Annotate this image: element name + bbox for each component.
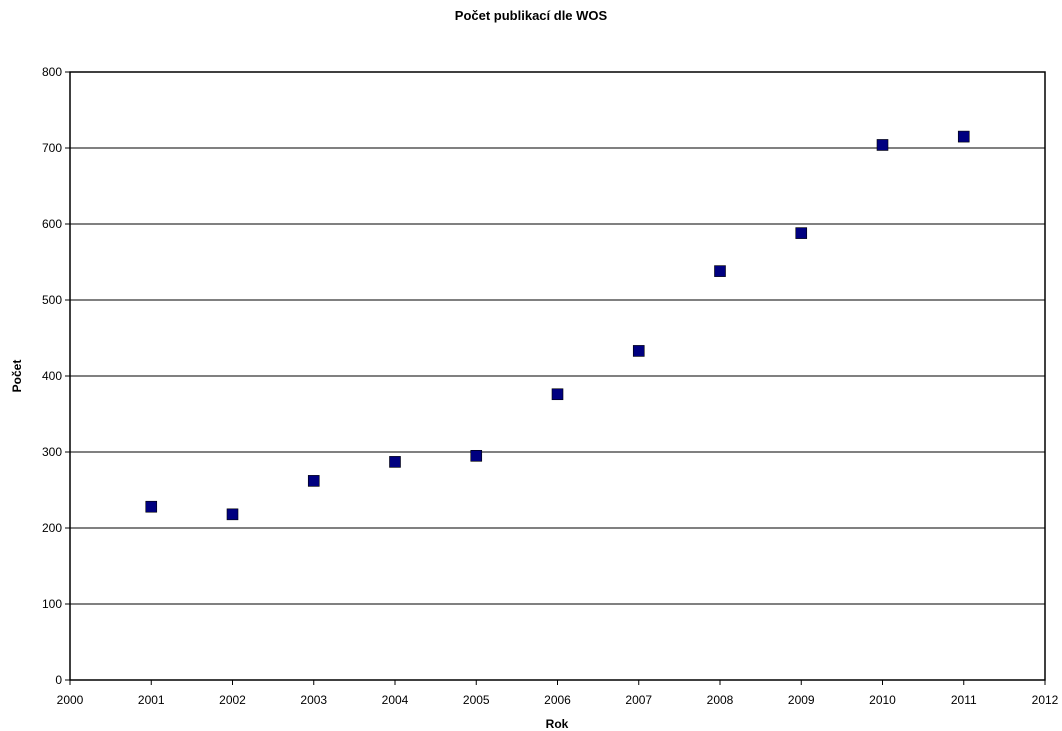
data-point-square [146, 501, 157, 512]
x-tick-label: 2000 [57, 693, 84, 707]
data-point-square [877, 139, 888, 150]
x-tick-label: 2007 [625, 693, 652, 707]
y-tick-label: 400 [42, 369, 62, 383]
data-point-square [715, 266, 726, 277]
data-point-square [958, 131, 969, 142]
x-axis-title: Rok [546, 717, 569, 731]
chart-title: Počet publikací dle WOS [455, 8, 608, 23]
x-tick-label: 2001 [138, 693, 165, 707]
data-point-square [552, 389, 563, 400]
data-point-square [796, 228, 807, 239]
x-tick-label: 2004 [382, 693, 409, 707]
y-tick-label: 600 [42, 217, 62, 231]
gridlines [70, 148, 1045, 604]
y-axis-title: Počet [10, 360, 24, 393]
x-axis-ticks: 2000 2001 2002 2003 2004 2005 2006 2007 2008 2009… [57, 680, 1059, 707]
y-tick-label: 500 [42, 293, 62, 307]
x-tick-label: 2008 [707, 693, 734, 707]
y-tick-label: 700 [42, 141, 62, 155]
y-tick-label: 800 [42, 65, 62, 79]
x-tick-label: 2006 [544, 693, 571, 707]
x-tick-label: 2010 [869, 693, 896, 707]
data-point-square [471, 450, 482, 461]
data-point-square [390, 456, 401, 467]
x-tick-label: 2009 [788, 693, 815, 707]
x-tick-label: 2005 [463, 693, 490, 707]
x-tick-label: 2012 [1032, 693, 1059, 707]
x-tick-label: 2011 [951, 693, 977, 707]
y-tick-label: 300 [42, 445, 62, 459]
x-tick-label: 2003 [300, 693, 327, 707]
y-tick-label: 0 [55, 673, 62, 687]
x-tick-label: 2002 [219, 693, 246, 707]
data-point-square [308, 475, 319, 486]
y-axis-ticks: 0 100 200 300 400 500 600 700 800 [42, 65, 70, 687]
data-point-square [227, 509, 238, 520]
y-tick-label: 200 [42, 521, 62, 535]
data-point-square [633, 345, 644, 356]
y-tick-label: 100 [42, 597, 62, 611]
data-points [146, 131, 970, 520]
